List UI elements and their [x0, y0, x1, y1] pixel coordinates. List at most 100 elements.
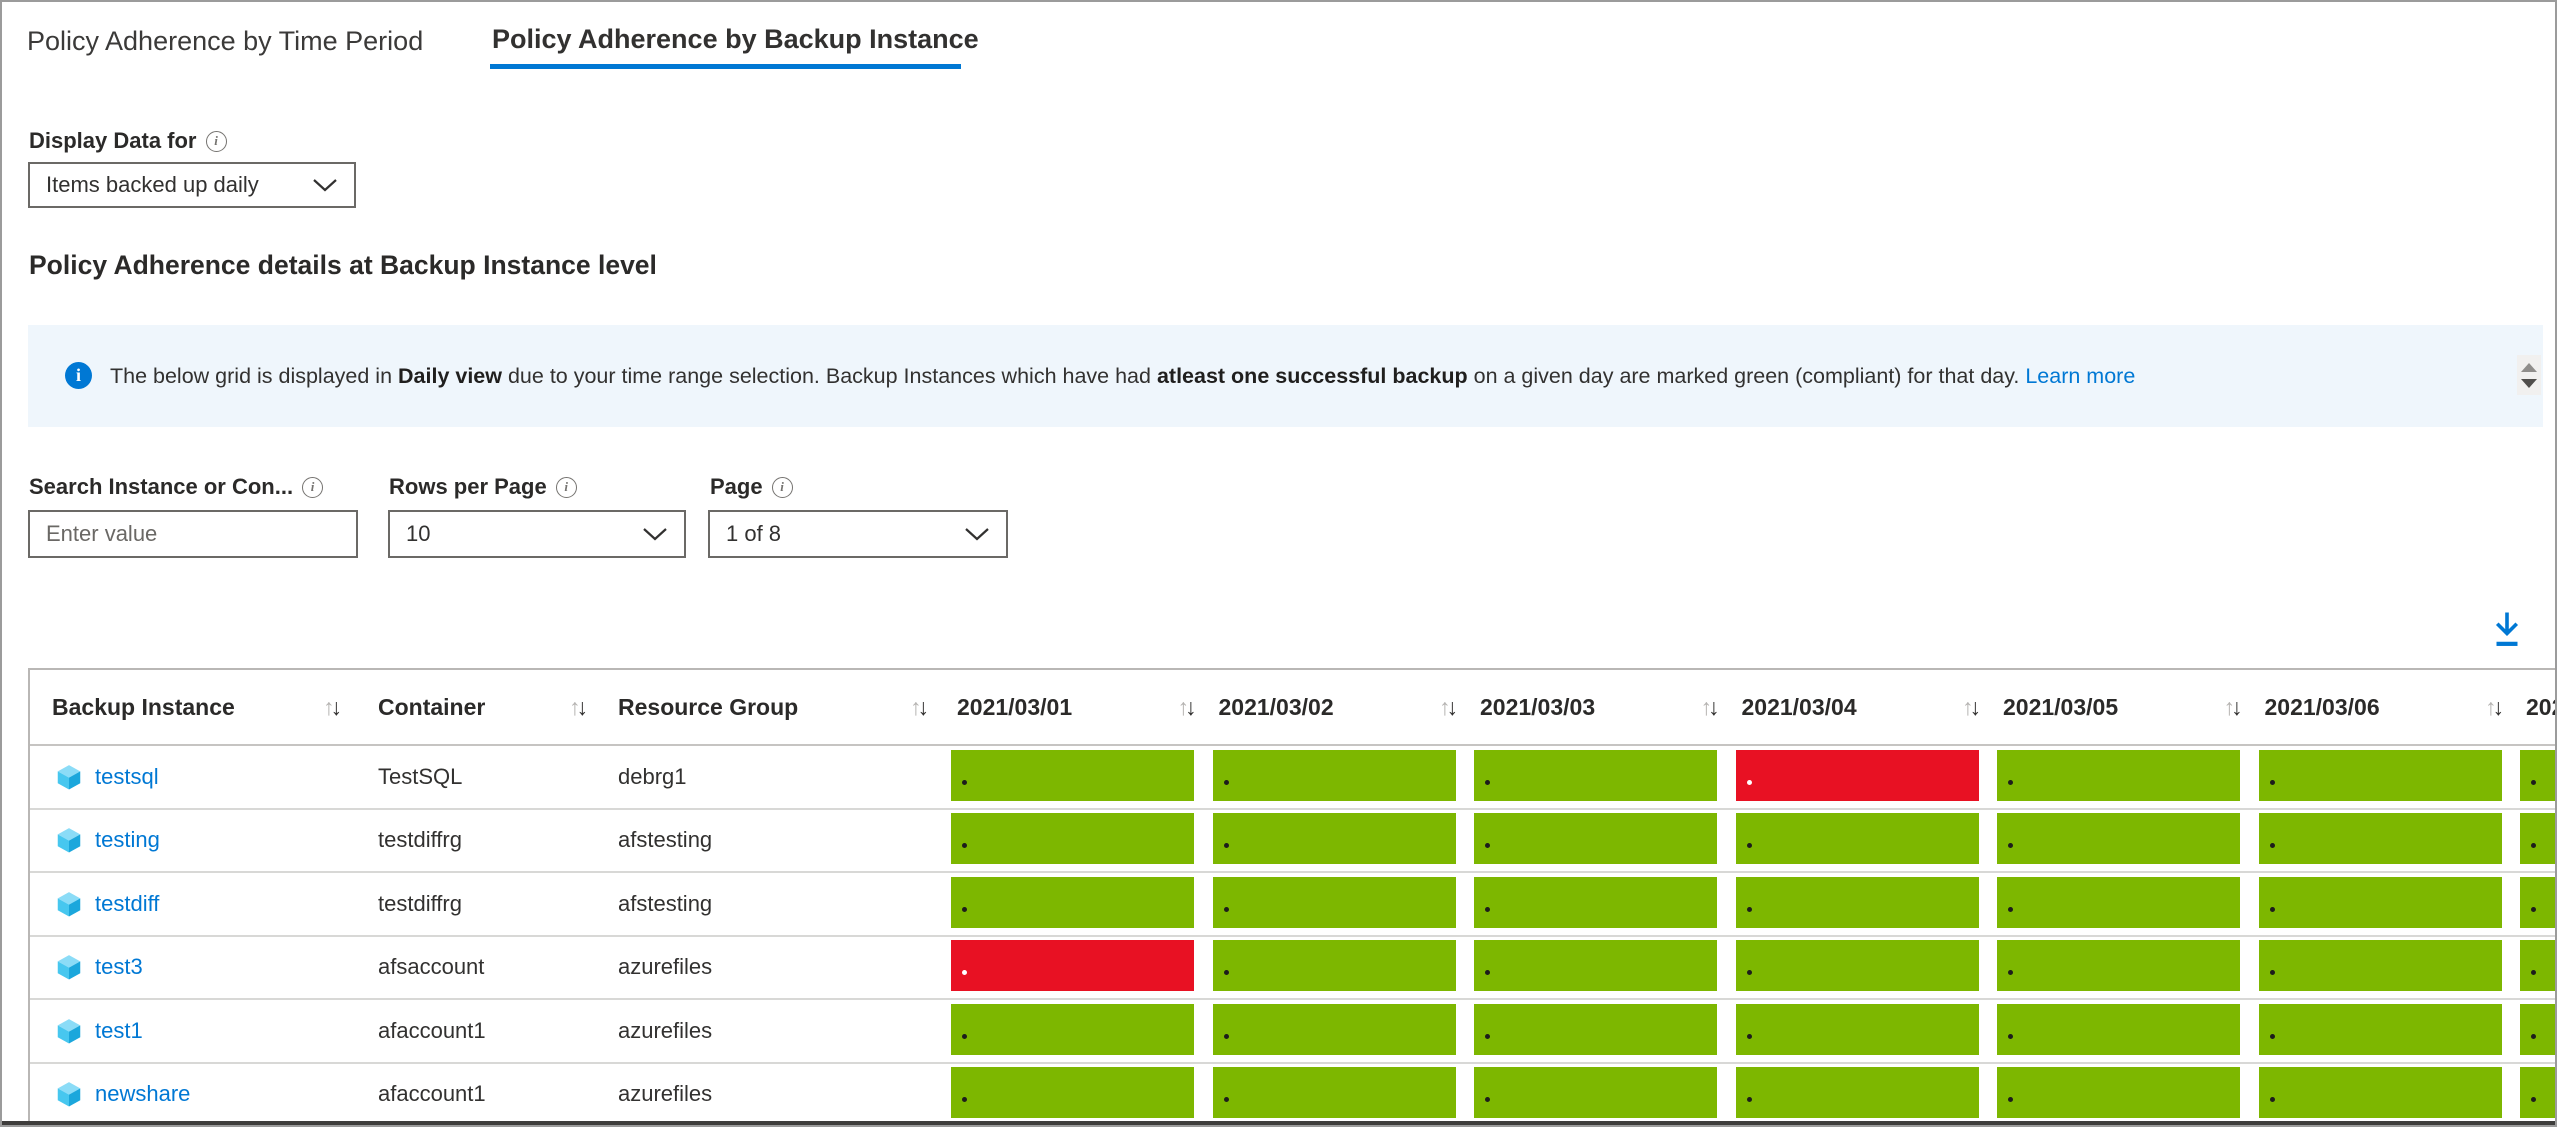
- compliant-status-block: [2258, 813, 2502, 864]
- search-label-text: Search Instance or Con...: [29, 474, 294, 499]
- compliant-status-block: [1212, 1067, 1456, 1118]
- status-dot: [2269, 1097, 2275, 1102]
- sort-icon[interactable]: ↑↓: [1178, 694, 1197, 721]
- rows-per-page-dropdown[interactable]: 10: [388, 510, 686, 558]
- sort-icon[interactable]: ↑↓: [2485, 694, 2504, 721]
- status-day-cell: [2520, 937, 2555, 999]
- status-day-cell: [1474, 937, 1736, 999]
- status-day-cell: [1212, 1000, 1475, 1062]
- status-dot: [1746, 906, 1752, 912]
- display-data-for-label: Display Data for i: [29, 128, 227, 154]
- backup-item-cube-icon: [57, 1082, 81, 1107]
- container-cell: TestSQL: [378, 763, 463, 789]
- noncompliant-status-block: [951, 940, 1194, 991]
- tab-policy-adherence-by-time-period[interactable]: Policy Adherence by Time Period: [27, 26, 424, 56]
- sort-icon[interactable]: ↑↓: [569, 694, 588, 721]
- info-icon[interactable]: i: [555, 476, 577, 498]
- download-icon[interactable]: [2489, 608, 2525, 655]
- status-day-cell: [951, 937, 1213, 999]
- sort-down-arrow: ↓: [917, 693, 930, 720]
- tab-policy-adherence-by-backup-instance[interactable]: Policy Adherence by Backup Instance: [492, 24, 979, 54]
- page-dropdown[interactable]: 1 of 8: [708, 510, 1008, 558]
- info-icon[interactable]: i: [205, 130, 227, 152]
- backup-item-cube-icon: [57, 1018, 81, 1044]
- rows-per-page-label-text: Rows per Page: [389, 474, 547, 499]
- compliant-status-block: [2258, 876, 2502, 928]
- learn-more-link[interactable]: Learn more: [2025, 363, 2136, 388]
- info-icon[interactable]: i: [771, 476, 793, 498]
- banner-scroll-spinner[interactable]: [2517, 355, 2541, 395]
- status-day-cell: [1735, 1064, 1998, 1122]
- status-day-cell: [1212, 810, 1475, 872]
- resource-group-cell: azurefiles: [618, 1081, 713, 1107]
- compliant-status-block: [2520, 749, 2555, 801]
- active-tab-underline: [490, 64, 961, 69]
- column-header-label: 2021/03/05: [2003, 693, 2119, 720]
- status-day-cell: [1212, 746, 1475, 808]
- sort-up-arrow: ↑: [323, 693, 335, 720]
- backup-instance-link[interactable]: testing: [95, 827, 160, 853]
- compliant-status-block: [1735, 876, 1979, 928]
- status-dot: [1485, 906, 1490, 912]
- spinner-down-icon[interactable]: [2521, 378, 2537, 388]
- sort-icon[interactable]: ↑↓: [1962, 694, 1981, 721]
- status-dot: [962, 1033, 967, 1039]
- status-dot: [2008, 970, 2013, 975]
- backup-instance-link[interactable]: testsql: [95, 763, 159, 789]
- backup-instance-link[interactable]: test1: [95, 1017, 143, 1043]
- column-header-label: 202: [2526, 693, 2555, 720]
- chevron-down-icon: [313, 179, 337, 192]
- status-day-cell: [1997, 1000, 2259, 1062]
- noncompliant-status-block: [1735, 749, 1979, 801]
- status-dot: [1485, 779, 1490, 785]
- backup-instance-link[interactable]: testdiff: [95, 890, 160, 916]
- backup-instance-cell: testsql: [30, 762, 378, 792]
- display-data-for-dropdown[interactable]: Items backed up daily: [28, 162, 356, 208]
- status-dot: [2269, 906, 2275, 912]
- column-header-label: Backup Instance: [52, 693, 235, 720]
- compliant-status-block: [1212, 813, 1456, 864]
- sort-down-arrow: ↓: [330, 693, 343, 720]
- column-header-date: 2021/03/06 ↑↓: [2259, 694, 2521, 721]
- status-dot: [2531, 906, 2536, 912]
- backup-instance-link[interactable]: newshare: [95, 1081, 191, 1107]
- backup-instance-cell: test1: [30, 1016, 378, 1046]
- column-header-backup-instance: Backup Instance ↑↓: [30, 694, 378, 721]
- status-dot: [1746, 779, 1752, 785]
- status-day-cell: [2258, 1064, 2521, 1122]
- backup-instance-cell: test3: [30, 952, 378, 982]
- sort-icon[interactable]: ↑↓: [1439, 694, 1458, 721]
- sort-up-arrow: ↑: [1700, 693, 1713, 720]
- status-day-cell: [951, 810, 1213, 872]
- status-day-cell: [1212, 937, 1475, 999]
- table-row: test3 afsaccount azurefiles: [30, 936, 2555, 1000]
- status-day-cell: [1212, 873, 1475, 935]
- info-icon[interactable]: i: [302, 476, 324, 498]
- sort-icon[interactable]: ↑↓: [2224, 694, 2243, 721]
- status-dot: [2531, 843, 2536, 848]
- compliant-status-block: [1212, 749, 1456, 801]
- column-header-label: 2021/03/01: [957, 693, 1073, 720]
- status-dot: [1223, 843, 1229, 848]
- sort-icon[interactable]: ↑↓: [1701, 694, 1720, 721]
- table-row: test1 afaccount1 azurefiles: [30, 1000, 2555, 1064]
- status-dot: [1746, 1033, 1752, 1039]
- backup-instance-link[interactable]: test3: [95, 954, 143, 980]
- spinner-up-icon[interactable]: [2521, 362, 2537, 372]
- column-header-label: Resource Group: [618, 693, 799, 720]
- status-day-cell: [1212, 1064, 1475, 1122]
- compliant-status-block: [1735, 940, 1979, 991]
- column-header-label: 2021/03/06: [2264, 693, 2380, 720]
- column-header-label: Container: [378, 693, 486, 720]
- compliant-status-block: [2258, 940, 2502, 991]
- status-dot: [1223, 1033, 1229, 1039]
- status-dot: [962, 970, 967, 975]
- sort-icon[interactable]: ↑↓: [910, 694, 929, 721]
- status-day-cell: [1474, 810, 1736, 872]
- status-day-cell: [1474, 873, 1736, 935]
- status-dot: [962, 843, 967, 848]
- status-day-cell: [1997, 746, 2259, 808]
- search-input[interactable]: Enter value: [28, 510, 358, 558]
- container-cell: afaccount1: [378, 1081, 486, 1107]
- sort-icon[interactable]: ↑↓: [323, 694, 342, 721]
